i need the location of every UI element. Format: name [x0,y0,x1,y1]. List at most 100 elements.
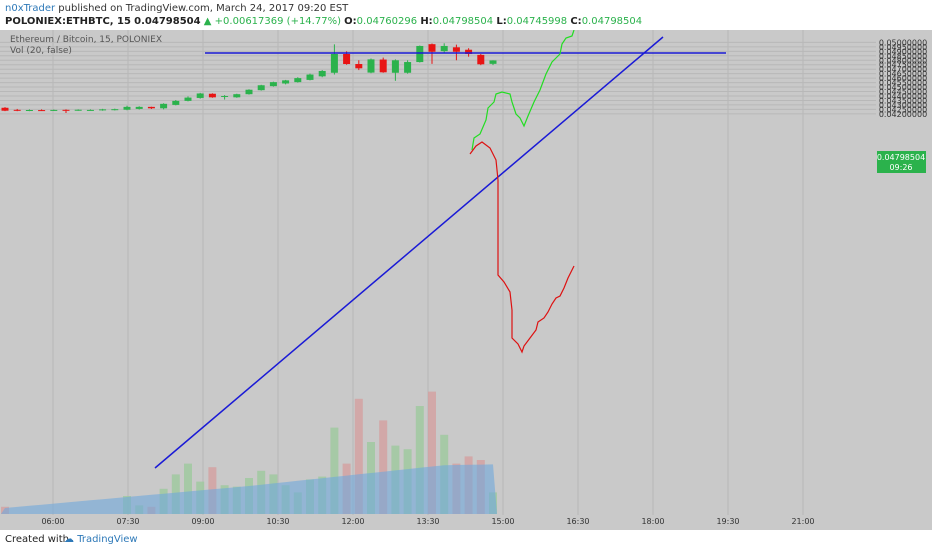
candle-body [416,45,424,63]
candle-body [282,80,290,84]
legend-title: Ethereum / Bitcoin, 15, POLONIEX [10,35,162,45]
price-change: +0.00617369 (+14.77%) [214,16,341,27]
price-tick: 0.05000000 [879,38,927,47]
footer: Created with ☁ TradingView [0,530,932,550]
time-tick: 15:00 [491,517,514,526]
last-price-tag-value: 0.04798504 [877,153,925,162]
candle-body [184,97,192,101]
time-tick: 16:30 [566,517,589,526]
candle-body [245,89,253,95]
volume-bar [428,391,436,514]
publish-line: n0xTrader published on TradingView.com, … [5,3,348,14]
open-label: O: [344,16,357,27]
trend-line[interactable] [154,36,664,469]
price-tick: 0.04950000 [879,43,927,52]
candle-body [428,44,436,52]
open-value: 0.04760296 [356,16,418,27]
volume-ma-area [1,464,497,514]
last-price-tag-time: 09:26 [889,163,912,172]
candle-body [465,49,473,55]
author-link[interactable]: n0xTrader [5,3,56,14]
plot-background [0,30,876,515]
price-tick: 0.04700000 [879,65,927,74]
price-chart[interactable]: 0.050000000.049500000.049000000.04850000… [0,30,932,530]
candle-body [440,45,448,52]
time-tick: 10:30 [266,517,289,526]
candle-body [330,54,338,73]
last-price-tag-box [877,151,926,173]
candle-body [355,64,363,69]
time-tick: 13:30 [416,517,439,526]
price-tick: 0.04250000 [879,105,927,114]
tradingview-brand: TradingView [77,534,138,545]
time-tick: 21:00 [791,517,814,526]
candle-body [147,106,155,109]
low-value: 0.04745998 [506,16,568,27]
price-tick: 0.04750000 [879,61,927,70]
candle-body [269,82,277,87]
candle-body [233,94,241,98]
candle-body [172,100,180,105]
price-tick: 0.04350000 [879,96,927,105]
price-tick: 0.04650000 [879,70,927,79]
candle-body [74,109,82,111]
grid [0,30,876,515]
time-tick: 19:30 [716,517,739,526]
price-tick: 0.04550000 [879,79,927,88]
candle-body [208,93,216,98]
high-value: 0.04798504 [432,16,494,27]
candle-body [86,109,94,111]
last-price: 0.04798504 [134,16,201,27]
candle-body [343,54,351,65]
candle-body [123,106,131,110]
tradingview-logo-icon[interactable]: ☁ TradingView [64,534,138,545]
time-tick: 18:00 [641,517,664,526]
candle-body [196,93,204,98]
candles [1,43,497,113]
published-text: published on TradingView.com, March 24, … [58,3,349,14]
candle-body [391,60,399,73]
time-tick: 06:00 [41,517,64,526]
candle-body [13,109,21,111]
candle-body [25,110,33,112]
time-axis-background [0,515,876,530]
candle-body [452,47,460,52]
candle-body [38,110,46,112]
candle-body [294,78,302,83]
volume-bar [379,420,388,514]
time-tick: 12:00 [341,517,364,526]
candle-body [99,109,107,111]
up-arrow-icon: ▲ [203,16,212,27]
volume-bar [184,463,192,514]
price-tick: 0.04850000 [879,52,927,61]
candle-body [62,109,70,111]
time-tick: 09:00 [191,517,214,526]
candle-body [489,60,497,64]
candle-body [1,107,9,111]
price-tick: 0.04500000 [879,83,927,92]
low-label: L: [496,16,507,27]
price-axis[interactable]: 0.050000000.049500000.049000000.04850000… [879,38,927,118]
candle-body [306,74,314,80]
drawings [154,30,726,469]
volume-bar [330,427,339,514]
price-tick: 0.04200000 [879,110,927,119]
symbol-label: POLONIEX:ETHBTC, 15 [5,16,131,27]
volume-bar [354,398,363,514]
price-tick: 0.04400000 [879,92,927,101]
candle-body [111,109,119,111]
price-tick: 0.04300000 [879,101,927,110]
close-label: C: [570,16,582,27]
bearish-projection[interactable] [469,141,575,354]
candle-body [318,70,326,77]
last-price-tag: 0.04798504 09:26 [877,151,926,173]
price-tick: 0.04900000 [879,47,927,56]
legend-volume: Vol (20, false) [10,46,72,56]
candle-body [404,62,412,73]
bullish-projection[interactable] [471,30,575,151]
chart-header: n0xTrader published on TradingView.com, … [0,0,932,30]
candle-body [477,54,485,65]
high-label: H: [420,16,433,27]
candle-body [257,85,265,91]
time-axis[interactable]: 06:00 07:30 09:00 10:30 12:00 13:30 15:00 16:30… [41,517,814,526]
